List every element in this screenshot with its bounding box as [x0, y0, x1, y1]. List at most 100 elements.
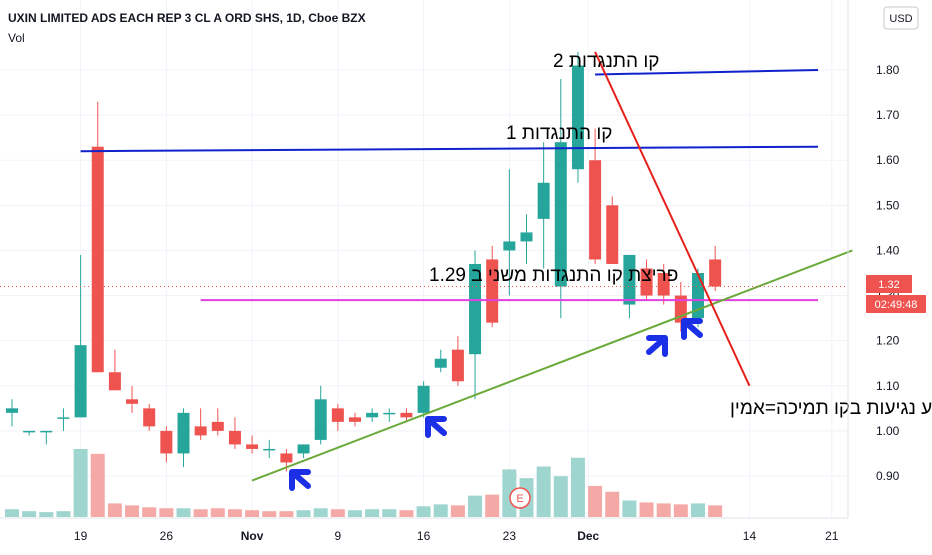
last-price-badge — [866, 275, 912, 293]
volume-bar — [90, 453, 105, 517]
volume-bar — [708, 505, 723, 517]
price-tick-label: 1.70 — [876, 108, 900, 122]
volume-bar — [622, 500, 637, 517]
price-candles — [6, 51, 722, 472]
candle-body — [486, 259, 499, 323]
volume-bar — [227, 509, 242, 517]
candle-body — [589, 160, 602, 260]
volume-bar — [73, 449, 88, 517]
line-resistance2 — [595, 69, 819, 76]
volume-bars — [5, 449, 723, 517]
volume-bar — [639, 502, 654, 517]
time-tick-label: 16 — [417, 529, 431, 543]
candle-body — [143, 408, 156, 427]
volume-label: Vol — [8, 31, 25, 45]
volume-bar — [313, 508, 328, 517]
volume-bar — [348, 510, 362, 517]
candle-body — [571, 65, 584, 170]
volume-bar — [382, 509, 397, 517]
candle-body — [177, 412, 190, 454]
arrow-icon — [681, 318, 703, 340]
price-tick-label: 1.00 — [876, 424, 900, 438]
candle-body — [554, 142, 567, 287]
candle-body — [40, 430, 53, 433]
arrow-icon — [425, 416, 447, 438]
countdown: 02:49:48 — [875, 299, 918, 311]
volume-bar — [450, 505, 465, 517]
time-tick-label: 21 — [825, 529, 839, 543]
price-tick-label: 1.50 — [876, 198, 900, 212]
time-tick-label: 26 — [160, 529, 174, 543]
volume-bar — [485, 494, 500, 517]
volume-bar — [673, 504, 688, 517]
annotation-resistance1: קו התנגדות 1 — [506, 123, 612, 144]
volume-bar — [176, 508, 191, 517]
volume-bar — [399, 510, 414, 517]
volume-bar — [656, 503, 671, 517]
arrow-icon — [646, 335, 668, 357]
candle-body — [280, 453, 293, 463]
volume-bar — [5, 509, 19, 517]
annotation-resistance2: קו התנגדות 2 — [553, 51, 659, 72]
candle-body — [211, 421, 224, 431]
candle-body — [709, 259, 722, 287]
volume-bar — [262, 511, 277, 517]
candle-body — [606, 205, 619, 264]
candle-body — [314, 399, 327, 440]
volume-bar — [536, 466, 551, 517]
candle-body — [451, 349, 464, 382]
candle-body — [434, 358, 447, 368]
candle-body — [6, 408, 18, 413]
volume-bar — [56, 511, 71, 517]
volume-bar — [605, 491, 620, 517]
candle-body — [657, 273, 670, 296]
candle-body — [74, 345, 87, 418]
candle-body — [297, 444, 310, 454]
price-tick-label: 0.90 — [876, 469, 900, 483]
time-tick-label: 19 — [74, 529, 88, 543]
candle-body — [126, 399, 139, 404]
currency-badge[interactable] — [883, 6, 919, 30]
candle-body — [640, 268, 653, 296]
volume-bar — [107, 503, 122, 517]
candle-body — [503, 241, 516, 251]
candle-body — [57, 417, 70, 419]
earnings-marker-label: E — [516, 493, 523, 505]
candle-body — [520, 232, 533, 242]
volume-bar — [588, 485, 603, 517]
volume-bar — [22, 511, 37, 517]
volume-bar — [468, 495, 483, 517]
line-support — [251, 249, 853, 482]
price-tick-label: 1.40 — [876, 243, 900, 257]
price-tick-label: 1.80 — [876, 63, 900, 77]
candle-body — [349, 417, 361, 422]
candle-body — [623, 254, 636, 305]
candle-body — [366, 412, 379, 418]
time-axis-labels: 19 26 Nov 9 16 23 Dec 14 21 — [74, 529, 839, 543]
touch-arrows — [289, 318, 703, 491]
price-tick-label: 1.10 — [876, 379, 900, 393]
candle-body — [692, 273, 704, 319]
volume-bar — [142, 507, 157, 517]
drawn-lines — [0, 51, 853, 482]
candle-body — [263, 448, 276, 451]
candle-body — [417, 385, 430, 413]
volume-bar — [279, 511, 294, 517]
price-tick-label: 1.20 — [876, 334, 900, 348]
candle-body — [400, 412, 413, 418]
volume-bar — [433, 504, 448, 517]
volume-bar — [39, 512, 54, 517]
candle-body — [246, 444, 259, 449]
time-tick-label: 23 — [503, 529, 517, 543]
candle-body — [23, 430, 36, 433]
candle-body — [160, 430, 173, 454]
candle-body — [108, 372, 121, 391]
annotation-support: ארבע נגיעות בקו תמיכה=אמין — [730, 398, 932, 419]
candle-body — [331, 408, 344, 422]
volume-bar — [570, 457, 585, 517]
candle-body — [228, 430, 241, 445]
earnings-marker[interactable] — [509, 487, 531, 509]
volume-bar — [159, 508, 174, 517]
